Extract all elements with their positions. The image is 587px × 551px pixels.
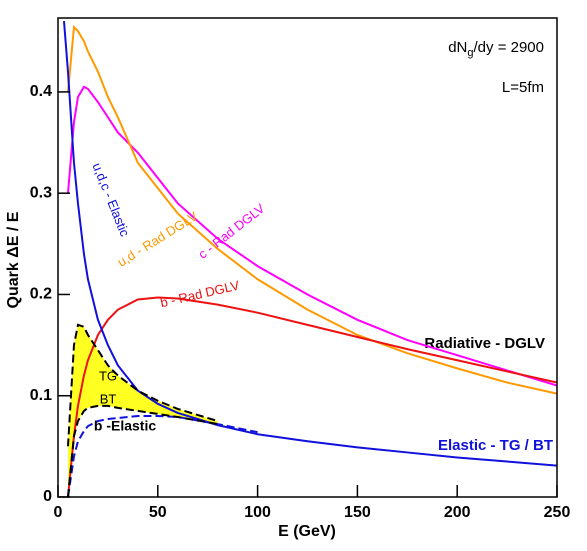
series-line	[66, 404, 218, 497]
annotation: Radiative - DGLV	[424, 335, 545, 352]
x-tick-label: 0	[54, 504, 63, 521]
annotation: dN	[448, 39, 467, 56]
series-line	[66, 414, 258, 497]
annotation: L=5fm	[502, 79, 544, 96]
series-label: b - Rad DGLV	[159, 278, 241, 311]
series-label: b -Elastic	[94, 418, 156, 434]
series-label: u,d - Rad DGLV	[115, 208, 201, 269]
x-axis-label: E (GeV)	[278, 523, 336, 540]
y-axis-label: Quark ΔE / E	[5, 211, 22, 308]
series-line	[62, 20, 557, 467]
x-tick-label: 250	[544, 504, 571, 521]
annotation: /dy = 2900	[474, 39, 544, 56]
x-tick-label: 150	[344, 504, 371, 521]
series-line	[66, 85, 557, 387]
series-line	[66, 24, 557, 395]
series-label: TG	[99, 368, 117, 383]
annotation: g	[467, 47, 473, 59]
y-tick-label: 0.1	[30, 387, 52, 404]
y-tick-label: 0.4	[30, 83, 52, 100]
annotation: Elastic - TG / BT	[438, 437, 553, 454]
y-tick-label: 0.2	[30, 286, 52, 303]
annotation: dNg/dy = 2900	[448, 39, 544, 59]
x-tick-label: 50	[149, 504, 167, 521]
plot	[62, 20, 557, 497]
frame	[57, 17, 558, 498]
x-tick-label: 100	[244, 504, 271, 521]
series-label: BT	[100, 391, 117, 406]
series-line	[66, 296, 557, 497]
series-label: c - Rad DGLV	[195, 200, 267, 261]
y-tick-label: 0	[43, 488, 52, 505]
x-tick-label: 200	[444, 504, 471, 521]
series-label: u,d,c - Elastic	[89, 161, 132, 239]
y-tick-label: 0.3	[30, 184, 52, 201]
